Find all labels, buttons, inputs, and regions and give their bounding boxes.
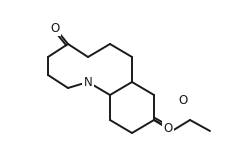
Text: N: N: [83, 76, 92, 89]
Text: O: O: [50, 21, 59, 35]
Text: O: O: [163, 121, 172, 135]
Text: O: O: [178, 94, 187, 107]
